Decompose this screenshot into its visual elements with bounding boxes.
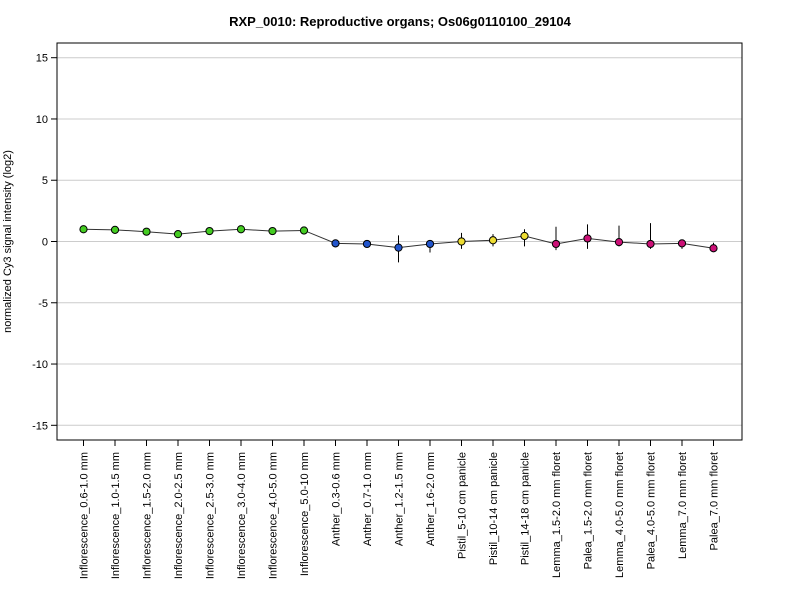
- x-tick-label: Lemma_7.0 mm floret: [677, 452, 689, 559]
- y-axis-label: normalized Cy3 signal intensity (log2): [2, 150, 14, 333]
- y-tick-label: -15: [32, 420, 48, 432]
- x-tick-label: Inflorescence_3.0-4.0 mm: [236, 452, 248, 579]
- y-tick-label: 5: [42, 175, 48, 187]
- x-tick-label: Inflorescence_1.5-2.0 mm: [142, 452, 154, 579]
- x-tick-label: Inflorescence_4.0-5.0 mm: [268, 452, 280, 579]
- data-point: [551, 239, 561, 249]
- y-tick-label: 10: [36, 114, 48, 126]
- x-tick-label: Pistil_14-18 cm panicle: [520, 452, 532, 565]
- x-tick-label: Anther_0.7-1.0 mm: [362, 452, 374, 546]
- x-tick-label: Palea_1.5-2.0 mm floret: [583, 452, 595, 569]
- data-point: [520, 231, 529, 241]
- data-point: [142, 227, 151, 236]
- x-tick-label: Inflorescence_0.6-1.0 mm: [79, 452, 91, 579]
- data-point: [394, 243, 403, 252]
- y-tick-label: 0: [42, 237, 48, 249]
- grid: [57, 57, 742, 426]
- y-tick-label: -10: [32, 359, 48, 371]
- x-tick-label: Anther_0.3-0.6 mm: [331, 452, 343, 546]
- x-tick-label: Anther_1.2-1.5 mm: [394, 452, 406, 546]
- x-tick-label: Anther_1.6-2.0 mm: [425, 452, 437, 546]
- x-tick-label: Pistil_5-10 cm panicle: [457, 452, 469, 559]
- data-point: [677, 239, 687, 248]
- data-points: [79, 225, 718, 253]
- data-point: [173, 230, 183, 239]
- y-axis: -15 -10 -5 0 5 10 15: [32, 53, 57, 432]
- x-tick-label: Inflorescence_2.0-2.5 mm: [173, 452, 185, 579]
- data-point: [614, 238, 624, 247]
- x-tick-label: Inflorescence_2.5-3.0 mm: [205, 452, 217, 579]
- data-point: [488, 236, 498, 245]
- data-point: [457, 237, 466, 246]
- x-tick-label: Inflorescence_5.0-10 mm: [299, 452, 311, 576]
- x-axis: Inflorescence_0.6-1.0 mm Inflorescence_1.…: [79, 440, 721, 579]
- data-point: [205, 226, 214, 236]
- data-point: [709, 244, 718, 253]
- y-tick-label: 15: [36, 53, 48, 65]
- x-tick-label: Inflorescence_1.0-1.5 mm: [110, 452, 122, 579]
- data-point: [79, 225, 88, 234]
- chart-title: RXP_0010: Reproductive organs; Os06g0110…: [229, 14, 572, 29]
- data-point: [583, 234, 592, 243]
- data-point: [268, 226, 277, 236]
- data-point: [646, 239, 655, 249]
- y-tick-label: -5: [38, 298, 48, 310]
- x-tick-label: Lemma_1.5-2.0 mm floret: [551, 452, 563, 578]
- data-point: [110, 225, 120, 234]
- x-tick-label: Palea_7.0 mm floret: [709, 452, 721, 550]
- data-point: [425, 239, 435, 249]
- data-point: [331, 239, 340, 248]
- x-tick-label: Pistil_10-14 cm panicle: [488, 452, 500, 565]
- data-point: [236, 225, 246, 234]
- data-point: [362, 239, 372, 249]
- data-point: [299, 226, 309, 235]
- x-tick-label: Palea_4.0-5.0 mm floret: [646, 452, 658, 569]
- x-tick-label: Lemma_4.0-5.0 mm floret: [614, 452, 626, 578]
